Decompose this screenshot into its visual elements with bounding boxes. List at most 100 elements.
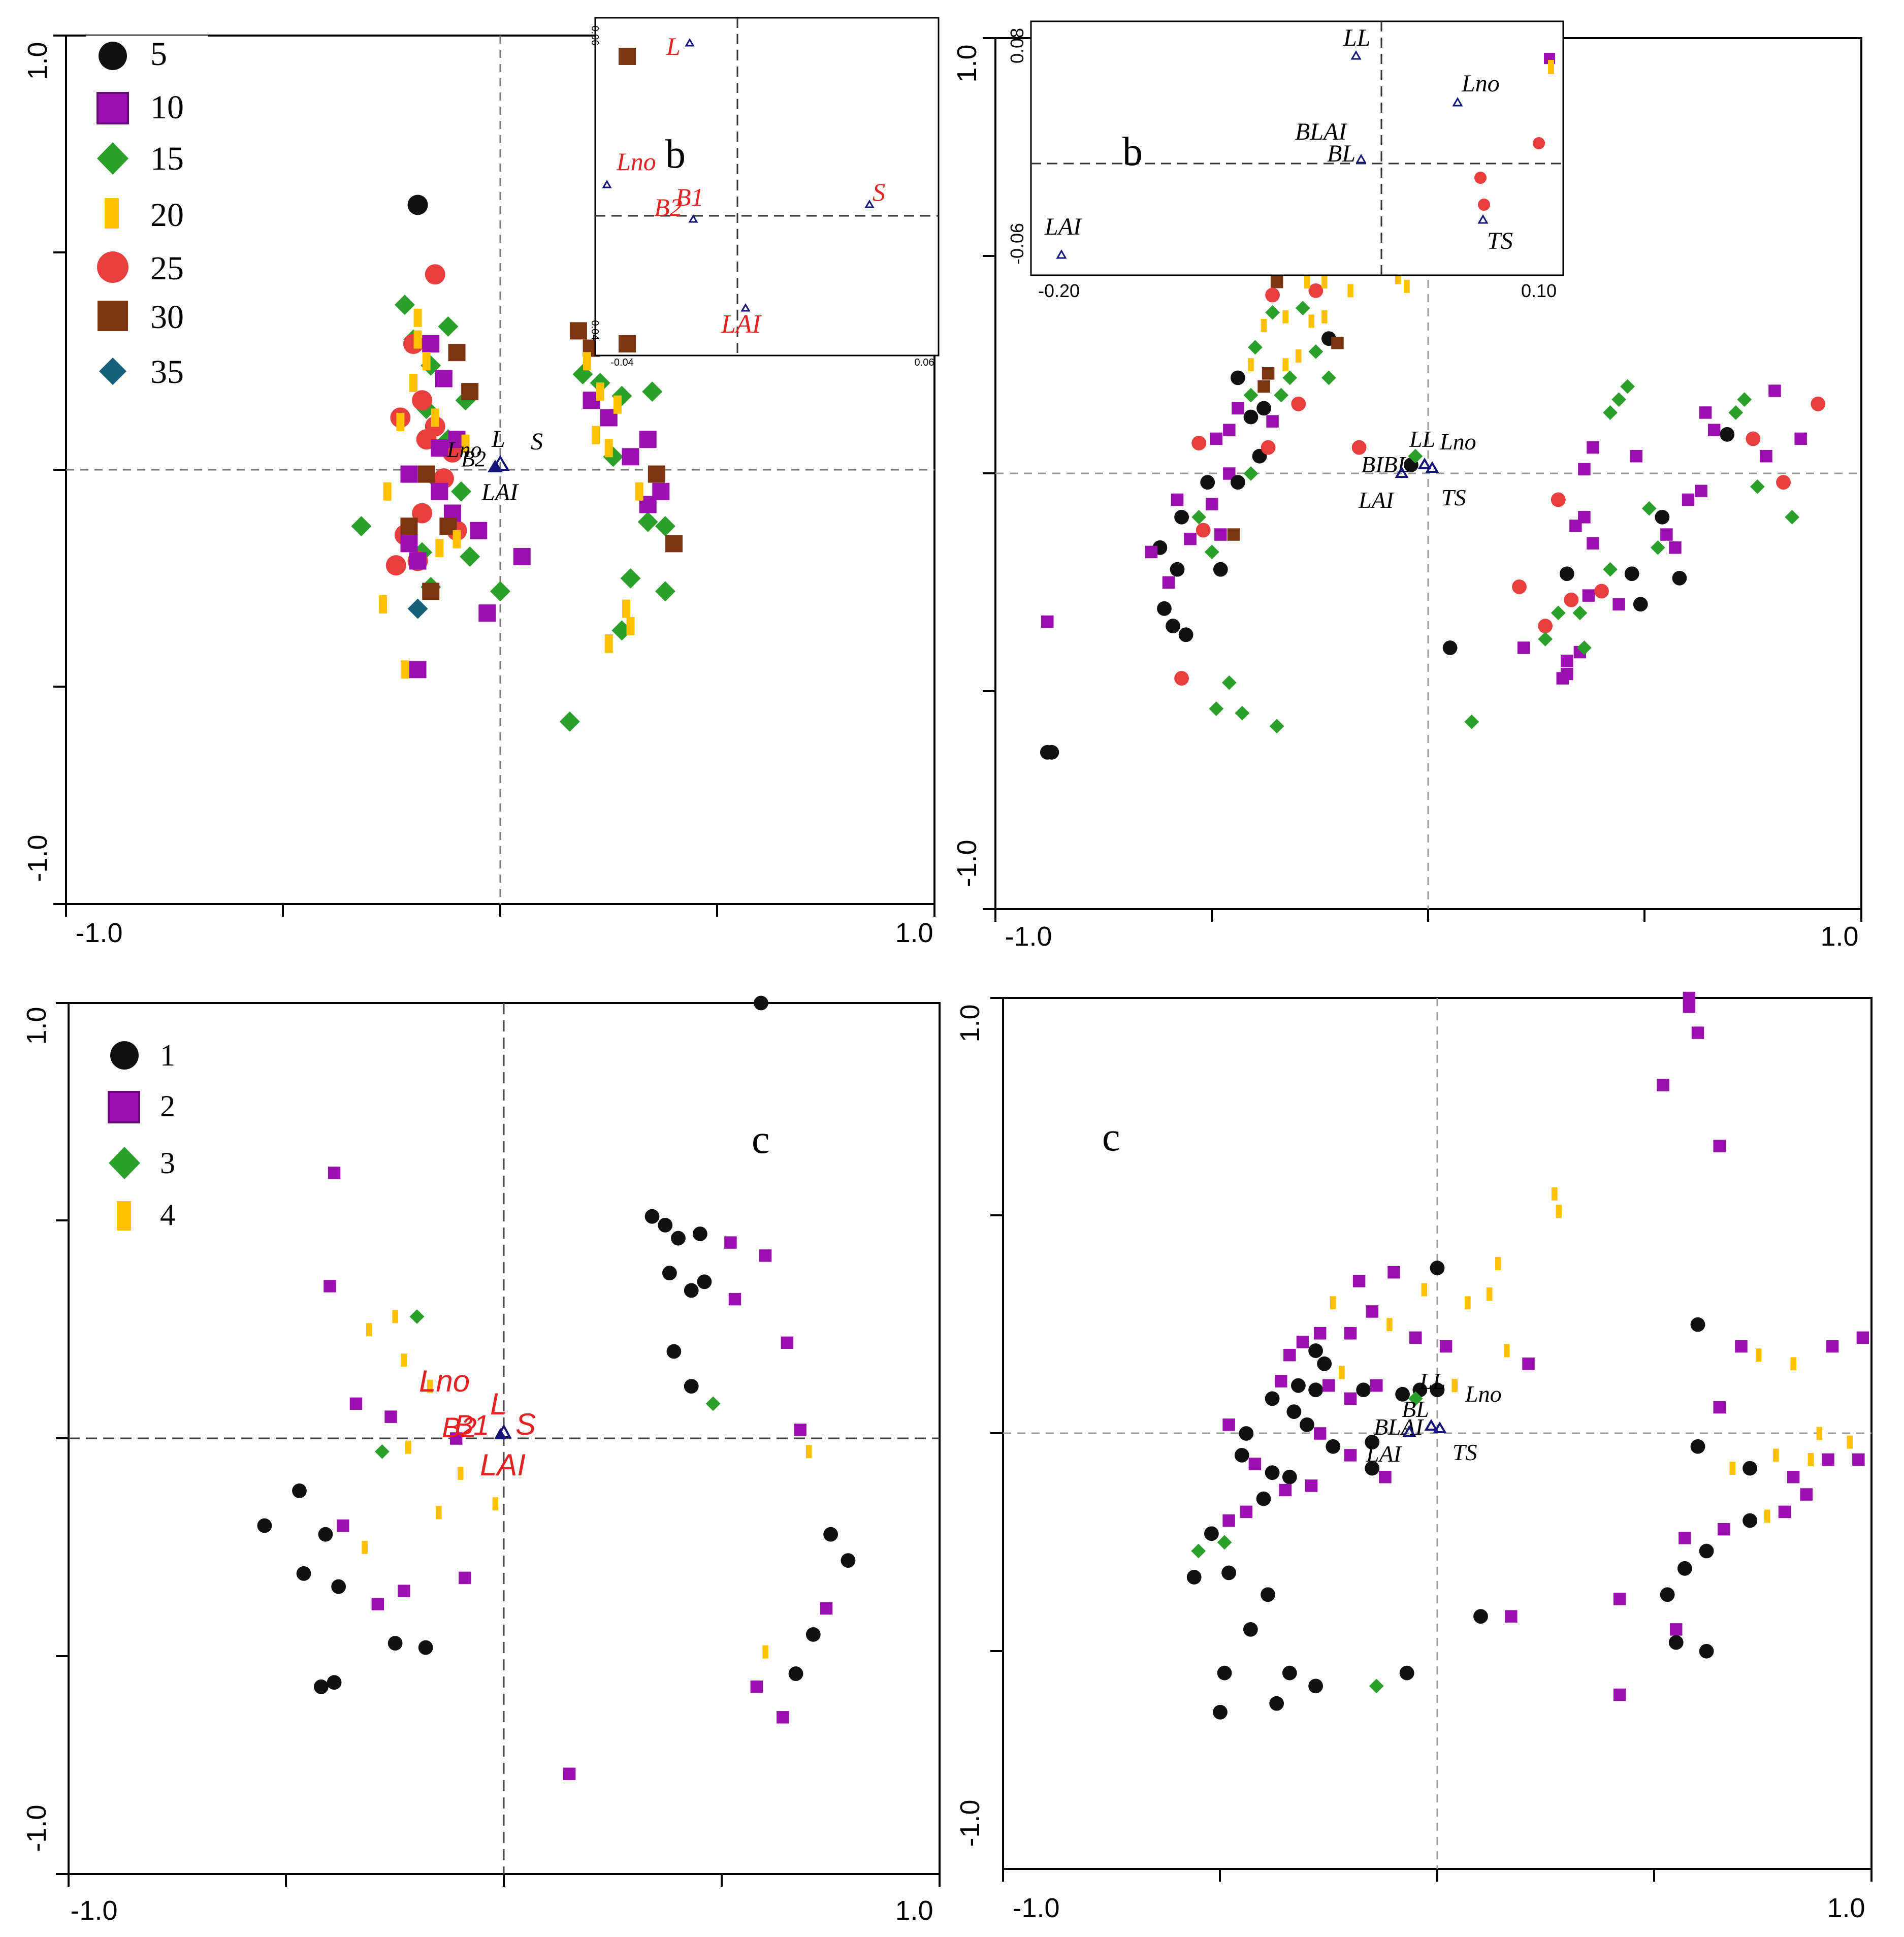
legend-label-25: 25 <box>150 250 184 287</box>
data-point-purple <box>1735 1340 1748 1353</box>
data-point-yellow <box>1308 314 1315 328</box>
data-point-green <box>1408 448 1423 464</box>
data-point-purple <box>1439 1340 1453 1353</box>
data-point-purple <box>371 1598 384 1610</box>
x-tick-max: 1.0 <box>1827 1893 1865 1923</box>
data-point-purple <box>1587 441 1599 454</box>
data-point-green <box>1282 370 1298 385</box>
data-point-yellow <box>805 1445 812 1459</box>
vector-label-L: L <box>491 426 505 453</box>
data-point-black <box>1157 601 1172 616</box>
data-point-green <box>1551 605 1566 621</box>
data-point-purple <box>1683 1000 1696 1013</box>
vector-label-LL: LL <box>1409 426 1435 452</box>
data-point-red <box>1538 619 1553 634</box>
legend-label-1: 1 <box>160 1039 175 1072</box>
data-point-purple <box>1274 1375 1287 1387</box>
data-point-green <box>351 516 372 537</box>
y-tick-min: -1.0 <box>955 1799 985 1847</box>
legend-label-3: 3 <box>160 1146 175 1180</box>
data-point-purple <box>400 535 418 553</box>
data-point-brown <box>1331 337 1344 349</box>
data-point-green <box>409 1309 425 1324</box>
data-point-purple <box>1145 545 1158 559</box>
data-point-brown <box>400 518 418 535</box>
data-point-black <box>1174 509 1189 525</box>
data-point-brown <box>569 322 587 340</box>
inset-b: L Lno B1 B2 S LAI b -0.04 0.06 0.06 0.04 <box>589 17 940 368</box>
data-point-green <box>1369 1678 1384 1694</box>
data-point-purple <box>1352 1275 1366 1287</box>
inset-x-tick-max: 0.06 <box>915 357 934 368</box>
data-point-green <box>1785 509 1799 525</box>
data-point-red <box>1196 523 1211 538</box>
data-point-black <box>805 1627 821 1642</box>
data-point-purple <box>1587 537 1599 550</box>
data-point-black <box>1204 1526 1219 1541</box>
ticks <box>53 35 935 917</box>
inset-point <box>619 335 636 352</box>
data-point-red <box>1174 671 1189 686</box>
data-point-green <box>1191 509 1207 525</box>
vector-label-LAI: LAI <box>481 479 519 506</box>
legend-marker-10 <box>96 92 129 124</box>
data-point-black <box>658 1217 673 1233</box>
data-point-black <box>788 1666 803 1681</box>
data-point-yellow <box>1386 1318 1393 1332</box>
data-point-purple <box>1522 1358 1535 1370</box>
data-point-black <box>318 1527 333 1542</box>
data-point-yellow <box>622 599 630 618</box>
inset-x-tick-min: -0.04 <box>610 357 634 368</box>
vector-label-LL: LL <box>1419 1368 1445 1394</box>
data-point-purple <box>1322 1379 1335 1392</box>
data-point-yellow <box>1486 1287 1493 1301</box>
y-tick-max: 1.0 <box>22 42 53 80</box>
data-point-yellow <box>492 1497 499 1511</box>
data-point-green <box>559 711 580 732</box>
data-point-green <box>1603 405 1618 420</box>
inset-panel-label: b <box>1122 130 1143 174</box>
data-point-green <box>375 1444 390 1459</box>
x-tick-max: 1.0 <box>895 918 933 948</box>
data-point-red <box>385 555 406 576</box>
data-points <box>351 195 683 732</box>
data-point-purple <box>1305 1479 1318 1492</box>
data-point-yellow <box>1552 1187 1558 1201</box>
inset-vector <box>1452 96 1463 107</box>
data-point-green <box>620 568 641 589</box>
data-point-purple <box>1387 1266 1400 1279</box>
inset-x-tick-max: 0.10 <box>1521 280 1557 301</box>
data-point-purple <box>820 1602 833 1615</box>
data-point-purple <box>1240 1505 1253 1519</box>
inset-y-tick-min: -0.06 <box>1007 223 1027 265</box>
inset-y-tick-min: 0.04 <box>589 320 600 340</box>
data-point-red <box>1551 492 1566 507</box>
data-points <box>1186 991 1869 1720</box>
y-tick-max: 1.0 <box>952 44 982 82</box>
data-point-green <box>1577 640 1592 655</box>
data-point-purple <box>1582 589 1595 602</box>
data-point-black <box>1040 745 1055 760</box>
data-point-green <box>1248 340 1263 355</box>
data-point-black <box>292 1483 307 1498</box>
data-point-yellow <box>1282 310 1288 324</box>
data-point-purple <box>794 1424 806 1436</box>
data-point-purple <box>1184 532 1197 545</box>
vector-label-Lno: Lno <box>1439 429 1476 455</box>
data-point-yellow <box>401 1353 407 1367</box>
data-point-black <box>1261 1587 1275 1602</box>
data-point-purple <box>1171 493 1184 506</box>
data-point-brown <box>1257 380 1270 393</box>
data-point-purple <box>1794 432 1807 445</box>
data-point-black <box>1234 1447 1249 1463</box>
data-point-black <box>1365 1435 1380 1450</box>
data-point-yellow <box>604 634 613 653</box>
data-point-yellow <box>436 1506 442 1520</box>
data-point-green <box>451 481 472 502</box>
data-point-yellow <box>1421 1283 1428 1297</box>
data-point-purple <box>1041 615 1054 628</box>
data-point-yellow <box>1816 1427 1823 1440</box>
vector-label-LAI: LAI <box>1366 1441 1403 1467</box>
data-point-black <box>407 195 428 215</box>
data-point-black <box>1231 370 1245 385</box>
